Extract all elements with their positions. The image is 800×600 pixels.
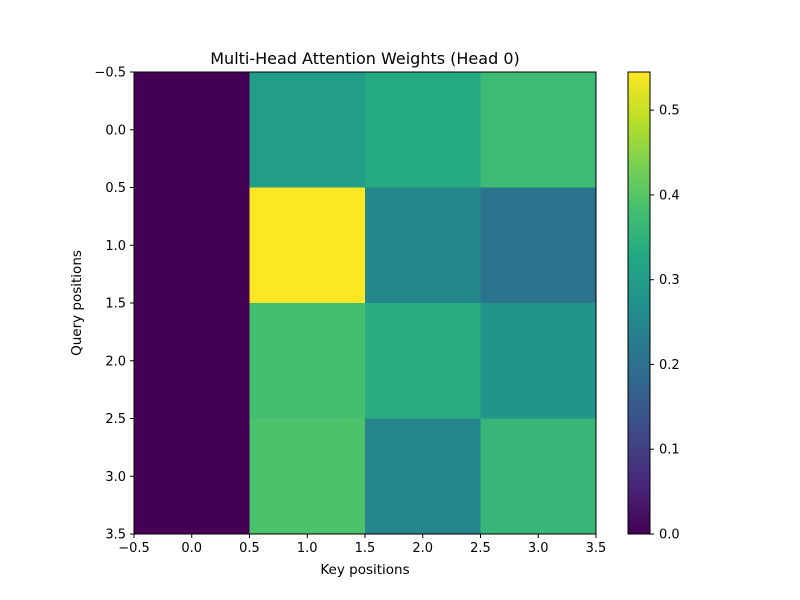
heatmap-cell-r1-c1 bbox=[249, 187, 365, 303]
y-tick-label: 1.5 bbox=[105, 297, 126, 312]
y-tick-label: 3.5 bbox=[105, 528, 126, 543]
x-tick-label: 0.5 bbox=[239, 541, 260, 556]
x-axis-title: Key positions bbox=[320, 562, 409, 578]
y-tick-label: −0.5 bbox=[94, 66, 126, 81]
colorbar-tick-label: 0.1 bbox=[659, 443, 680, 458]
y-axis-ticks: −0.5 0.0 0.5 1.0 1.5 2.0 2.5 3.0 3.5 bbox=[94, 66, 134, 543]
colorbar-ticks: 0.0 0.1 0.2 0.3 0.4 0.5 bbox=[650, 104, 680, 543]
colorbar bbox=[628, 72, 650, 534]
colorbar-tick-label: 0.2 bbox=[659, 358, 680, 373]
y-tick-label: 2.5 bbox=[105, 412, 126, 427]
heatmap-cell-r2-c0 bbox=[134, 303, 250, 419]
colorbar-tick-label: 0.3 bbox=[659, 273, 680, 288]
colorbar-tick-label: 0.4 bbox=[659, 188, 680, 203]
heatmap-cell-r2-c3 bbox=[480, 303, 596, 419]
x-tick-label: 1.0 bbox=[297, 541, 318, 556]
heatmap-cells bbox=[134, 72, 596, 534]
heatmap-cell-r1-c0 bbox=[134, 187, 250, 303]
heatmap-cell-r0-c0 bbox=[134, 72, 250, 188]
x-tick-label: 2.5 bbox=[470, 541, 491, 556]
colorbar-tick-label: 0.0 bbox=[659, 528, 680, 543]
heatmap-cell-r3-c1 bbox=[249, 418, 365, 534]
y-tick-label: 1.0 bbox=[105, 239, 126, 254]
x-tick-label: 0.0 bbox=[181, 541, 202, 556]
heatmap-cell-r2-c2 bbox=[365, 303, 481, 419]
x-tick-label: 3.5 bbox=[586, 541, 607, 556]
heatmap-cell-r1-c2 bbox=[365, 187, 481, 303]
x-axis-ticks: −0.5 0.0 0.5 1.0 1.5 2.0 2.5 3.0 3.5 bbox=[118, 534, 606, 556]
y-tick-label: 2.0 bbox=[105, 354, 126, 369]
heatmap-cell-r3-c2 bbox=[365, 418, 481, 534]
heatmap-cell-r0-c3 bbox=[480, 72, 596, 188]
y-tick-label: 0.5 bbox=[105, 181, 126, 196]
x-tick-label: 1.5 bbox=[355, 541, 376, 556]
colorbar-tick-label: 0.5 bbox=[659, 104, 680, 119]
heatmap-cell-r3-c0 bbox=[134, 418, 250, 534]
heatmap-cell-r0-c2 bbox=[365, 72, 481, 188]
y-axis-title: Query positions bbox=[69, 250, 85, 356]
colorbar-frame bbox=[627, 71, 651, 535]
y-tick-label: 3.0 bbox=[105, 470, 126, 485]
heatmap-cell-r2-c1 bbox=[249, 303, 365, 419]
heatmap-cell-r0-c1 bbox=[249, 72, 365, 188]
y-tick-label: 0.0 bbox=[105, 123, 126, 138]
x-tick-label: 3.0 bbox=[528, 541, 549, 556]
x-tick-label: −0.5 bbox=[118, 541, 150, 556]
x-tick-label: 2.0 bbox=[412, 541, 433, 556]
chart-title: Multi-Head Attention Weights (Head 0) bbox=[210, 49, 519, 68]
heatmap-cell-r1-c3 bbox=[480, 187, 596, 303]
heatmap-cell-r3-c3 bbox=[480, 418, 596, 534]
